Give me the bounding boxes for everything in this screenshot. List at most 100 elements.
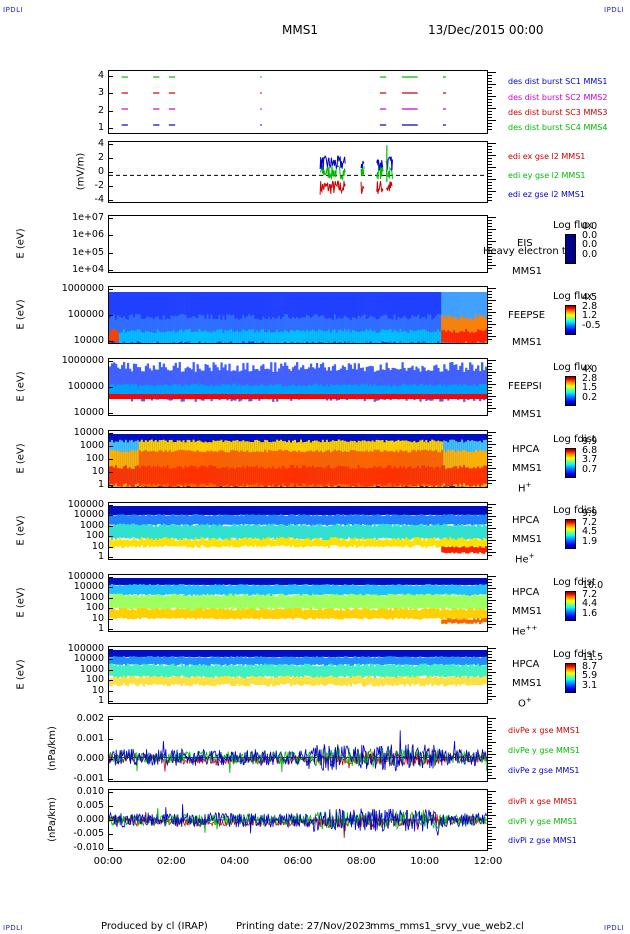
hpca_hepp-cell — [399, 608, 402, 619]
hpca_hepp-cell — [238, 619, 241, 624]
hpca_hepp-cell — [323, 608, 327, 619]
feepsi-cell — [260, 365, 263, 396]
hpca_h-cell — [301, 465, 305, 484]
hpca_hepp-cell — [202, 610, 205, 621]
hpca_hepp-cell — [154, 585, 158, 596]
hpca_hepp-cell — [433, 608, 436, 619]
hpca_hepp-cell — [214, 584, 217, 594]
hpca_he-cell — [305, 506, 309, 515]
hpca_o-cell — [286, 675, 289, 684]
hpca_hepp-cell — [421, 609, 424, 619]
feepse-cell — [419, 292, 422, 343]
hpca_he-cell — [309, 506, 313, 515]
eis-right-tick — [488, 247, 492, 248]
hpca_he-cell — [298, 506, 301, 515]
hpca_o-cell — [190, 657, 193, 666]
hpca_h-cell — [439, 468, 442, 487]
feepsi-cell — [290, 394, 293, 399]
hpca_hepp-cell — [156, 578, 160, 585]
hpca_hepp-cell — [447, 584, 450, 595]
hpca_o-cell — [319, 665, 323, 678]
hpca-h-spectrogram — [109, 431, 487, 487]
hpca_he-cell — [254, 537, 257, 546]
feepsi-colorbar-title: Log flux — [553, 362, 593, 373]
feepse-cell — [230, 315, 233, 342]
hpca_he-cell — [232, 547, 235, 554]
feepsi-cell — [371, 385, 374, 398]
hpca_o-cell — [405, 675, 408, 684]
hpca_he-cell — [371, 514, 374, 525]
burst-right-tick — [488, 99, 492, 100]
feepse-cell — [321, 330, 325, 343]
hpca_hepp-cell — [162, 596, 166, 611]
hpca_o-cell — [172, 676, 175, 685]
hpca_o-cell — [449, 650, 452, 657]
hpca_h-right-tick — [488, 459, 492, 460]
hpca_o-cell — [234, 650, 237, 657]
hpca_he-cell — [335, 537, 339, 546]
hpca_he-cell — [301, 525, 305, 540]
hpca_hepp-cell — [250, 619, 253, 624]
feepse-cell — [371, 316, 374, 343]
hpca_o-cell — [208, 657, 211, 666]
hpca_he-cell — [411, 515, 414, 526]
hpca_he-cell — [347, 546, 351, 553]
hpca_he-cell — [467, 514, 470, 525]
hpca_he-cell — [357, 547, 360, 554]
hpca_he-cell — [465, 506, 468, 515]
hpca_o-cell — [449, 676, 452, 685]
hpca_hepp-cell — [222, 619, 225, 624]
feepse-cell — [475, 314, 478, 341]
hpca_he-cell — [140, 506, 144, 515]
feepse-cell — [172, 329, 175, 342]
hpca_he-cell — [391, 547, 394, 554]
hpca_he-cell — [389, 540, 392, 548]
hpca_he-cell — [415, 546, 418, 553]
feepsi-cell — [184, 368, 187, 399]
edi-series-line — [320, 164, 346, 182]
hpca_he-cell — [419, 538, 422, 547]
hpca_hepp-cell — [337, 594, 341, 609]
hpca_he-cell — [421, 540, 424, 549]
hpca_h-cell — [160, 467, 164, 486]
feepsi-cell — [473, 394, 476, 399]
hpca_o-cell — [469, 657, 472, 666]
hpca_he-cell — [110, 506, 114, 515]
hpca_h-cell — [483, 465, 486, 484]
hpca_he-cell — [457, 538, 460, 547]
feepse-cell — [319, 315, 323, 342]
hpca_hepp-cell — [361, 609, 364, 620]
feepse-right-tick — [488, 318, 492, 319]
feepse-cell — [471, 292, 474, 343]
feepsi-cell — [427, 385, 430, 398]
hpca_hepp-cell — [216, 619, 219, 624]
hpca-hepp-species-charge: ++ — [525, 624, 538, 632]
feepsi-cell — [244, 394, 247, 399]
hpca_he-cell — [138, 515, 142, 526]
hpca_o-cell — [166, 657, 169, 665]
hpca_hepp-cell — [353, 608, 356, 619]
hpca_h-right-tick — [488, 435, 492, 436]
hpca_o-cell — [347, 650, 351, 657]
hpca_hepp-cell — [128, 578, 132, 585]
hpca_he-cell — [156, 506, 160, 515]
hpca_hepp-cell — [109, 608, 112, 619]
hpca_o-cell — [232, 678, 235, 687]
hpca_o-cell — [136, 678, 140, 687]
hpca_o-cell — [429, 657, 432, 666]
hpca_he-cell — [329, 526, 333, 540]
hpca_hepp-cell — [164, 584, 167, 595]
hpca_h-cell — [367, 468, 370, 486]
hpca_h-cell — [463, 465, 466, 484]
feepse-cell — [280, 319, 283, 343]
feepse-cell — [391, 319, 394, 343]
hpca_he-cell — [303, 546, 307, 553]
hpca_he-cell — [186, 540, 189, 548]
feepsi-cell — [290, 385, 293, 398]
feepsi-cell — [296, 386, 299, 399]
hpca-hepp-spacecraft: MMS1 — [512, 606, 542, 617]
feepse-cell — [256, 330, 259, 343]
feepsi-cell — [475, 385, 478, 398]
feepsi-cell — [345, 394, 349, 399]
feepsi-cell — [112, 394, 116, 399]
